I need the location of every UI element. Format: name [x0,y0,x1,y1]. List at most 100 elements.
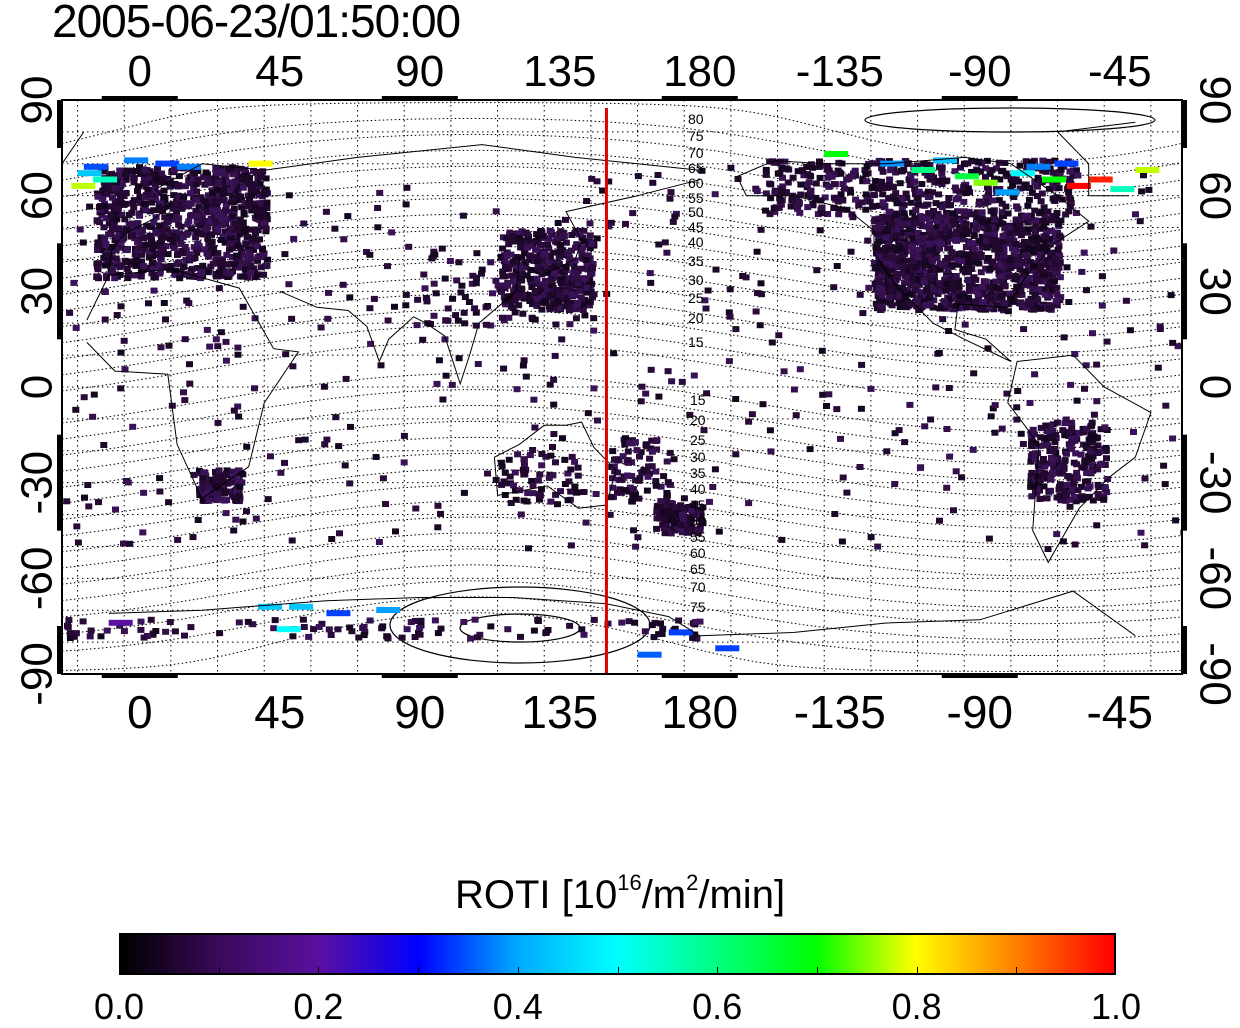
roti-cell [852,196,860,203]
roti-cell [234,403,242,410]
roti-cell [955,283,963,290]
roti-cell [1031,207,1039,214]
roti-cell [457,289,465,296]
roti-cell [513,386,521,393]
roti-cell-high [954,173,979,180]
roti-cell [1050,197,1058,204]
roti-cell [912,286,919,292]
roti-cell [900,202,908,209]
coastline [86,268,300,500]
roti-cell [1103,489,1111,496]
roti-cell [830,194,838,201]
contour-mlat-line [62,564,1182,625]
roti-cell [830,284,838,291]
roti-cell-high [258,603,282,610]
roti-cell [549,472,557,479]
roti-cell [1057,497,1065,504]
roti-cell [434,502,442,509]
roti-cell [222,269,230,276]
roti-cell [140,634,148,641]
contour-mlat-line [62,548,1182,609]
roti-cell [1049,185,1057,192]
roti-cell [505,241,513,248]
roti-cell [962,304,970,311]
roti-cell [881,202,889,209]
roti-cell [1081,385,1088,392]
roti-cell [1009,256,1017,263]
roti-cell [771,208,779,215]
roti-cell [796,366,804,373]
roti-cell [235,257,243,264]
roti-cell [366,305,374,312]
roti-cell [185,300,193,307]
roti-cell [883,448,891,455]
roti-cell [554,220,562,226]
roti-cell [123,226,131,233]
roti-cell [945,385,953,391]
roti-cell [231,221,239,228]
roti-cell [965,287,973,294]
roti-cell [434,630,442,637]
roti-cell [978,284,986,291]
roti-cell [204,208,212,215]
roti-cell [1059,538,1067,545]
roti-cell [113,312,121,318]
roti-cell [896,304,904,310]
roti-cell [818,347,826,354]
roti-cell [567,288,575,295]
roti-cell [391,303,398,310]
roti-cell [239,471,247,478]
roti-cell [529,316,537,322]
roti-cell [995,289,1003,296]
roti-cell [539,233,547,239]
roti-cell [500,365,508,372]
roti-cell [970,275,978,282]
roti-cell [944,238,951,245]
roti-cell [143,241,151,248]
roti-cell [565,259,573,266]
roti-cell [1060,462,1068,469]
roti-cell [1070,429,1078,436]
roti-cell [732,326,740,333]
roti-cell [581,275,589,282]
roti-cell [516,288,523,295]
roti-cell [802,181,809,188]
roti-cell [101,262,109,269]
roti-cell [934,239,942,246]
roti-cell [347,423,354,430]
roti-cell [229,468,237,475]
roti-cell [696,618,704,625]
roti-cell [129,220,137,227]
roti-cell [793,194,801,201]
roti-cell [869,203,877,210]
roti-cell [874,289,882,295]
roti-cell [212,478,220,484]
roti-cell [578,254,586,261]
roti-cell [952,232,960,238]
contour-label: 60 [690,545,706,561]
roti-cell [444,317,452,324]
roti-cell [1089,330,1096,337]
roti-cell [260,271,268,278]
roti-cell [112,216,120,223]
roti-cell [120,628,128,635]
roti-cell [195,203,203,210]
roti-cell [554,501,561,508]
roti-cell [924,283,932,290]
roti-cell [460,619,468,625]
roti-cell [222,357,230,364]
roti-cell [991,246,999,253]
roti-cell [248,207,256,214]
roti-cell [1024,229,1032,236]
roti-cell [912,299,920,306]
roti-cell [552,491,560,498]
roti-cell [199,480,207,486]
roti-cell [1012,275,1020,282]
roti-cell [226,270,234,277]
roti-cell [568,232,576,238]
roti-cell [122,259,130,266]
roti-cell [551,300,559,307]
roti-cell [192,181,200,188]
roti-cell [1029,237,1037,244]
roti-cell [555,302,563,308]
